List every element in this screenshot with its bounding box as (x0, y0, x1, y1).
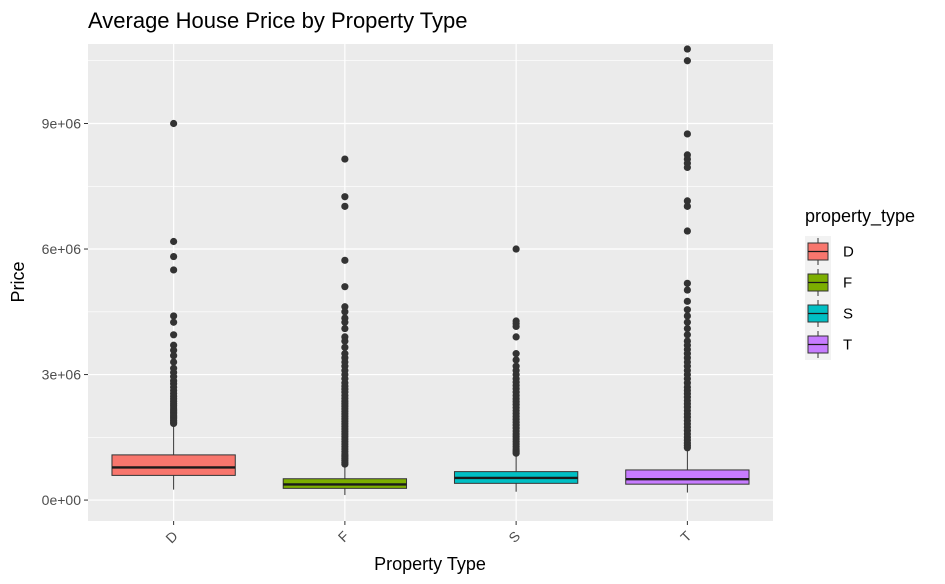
legend-label: T (843, 337, 852, 354)
box-F (282, 155, 408, 496)
outlier-point (683, 279, 691, 287)
outlier-point (512, 449, 520, 457)
outlier-point (683, 130, 691, 138)
outlier-point (341, 337, 349, 345)
outlier-point (683, 297, 691, 305)
outlier-point (683, 57, 691, 65)
box-T (625, 45, 750, 493)
outlier-point (341, 283, 349, 291)
outlier-point (341, 308, 349, 316)
outlier-point (683, 197, 691, 205)
outlier-point (512, 322, 520, 331)
x-tick-label: S (505, 528, 523, 546)
box-S (453, 245, 579, 492)
x-tick-label: D (162, 528, 180, 546)
outlier-point (341, 318, 349, 326)
outlier-point (341, 202, 349, 210)
outlier-point (341, 256, 349, 264)
outlier-point (683, 312, 691, 320)
outlier-point (341, 155, 349, 163)
outlier-point (683, 202, 691, 210)
outlier-point (341, 460, 349, 468)
box-iqr (111, 454, 236, 476)
outlier-point (683, 306, 691, 314)
outlier-point (170, 331, 178, 339)
box-D (111, 119, 236, 490)
y-axis-title: Price (8, 261, 28, 302)
outlier-point (683, 286, 691, 294)
outlier-point (170, 352, 178, 360)
y-tick-label: 0e+00 (42, 492, 82, 508)
legend-item-T: T (805, 329, 852, 360)
outlier-point (683, 331, 691, 339)
outlier-point (170, 237, 178, 246)
x-tick-label: T (677, 527, 695, 545)
outlier-point (512, 245, 520, 253)
y-tick-label: 3e+06 (42, 367, 82, 383)
outlier-point (683, 227, 691, 235)
chart-title: Average House Price by Property Type (88, 8, 468, 33)
legend-label: F (843, 275, 852, 292)
outlier-point (170, 312, 178, 320)
outlier-point (683, 444, 691, 452)
outlier-point (170, 358, 178, 366)
y-tick-label: 6e+06 (42, 241, 82, 257)
boxes (111, 45, 750, 496)
outlier-point (170, 266, 178, 274)
panel-background (88, 44, 773, 521)
outlier-point (341, 324, 349, 333)
outlier-point (170, 318, 178, 326)
outlier-point (512, 333, 520, 341)
x-tick-label: F (335, 528, 352, 545)
outlier-point (512, 356, 520, 364)
y-axis-ticks: 0e+00 3e+06 6e+06 9e+06 (42, 116, 88, 508)
legend-item-D: D (805, 236, 854, 267)
legend-title: property_type (805, 206, 915, 227)
x-axis-title: Property Type (374, 554, 486, 574)
outlier-point (512, 350, 520, 358)
legend-item-S: S (805, 298, 853, 329)
outlier-point (683, 163, 691, 172)
outlier-point (170, 341, 178, 349)
y-tick-label: 9e+06 (42, 116, 82, 132)
outlier-point (341, 303, 349, 311)
outlier-point (683, 324, 691, 333)
outlier-point (341, 343, 349, 351)
outlier-point (170, 252, 178, 261)
outlier-point (170, 119, 178, 128)
legend-label: S (843, 306, 853, 323)
plot-panel (88, 44, 773, 521)
outlier-point (341, 193, 349, 201)
legend-item-F: F (805, 267, 852, 298)
outlier-point (683, 45, 691, 53)
outlier-point (170, 346, 178, 354)
outlier-point (683, 318, 691, 326)
legend-label: D (843, 244, 854, 261)
box-iqr (625, 469, 750, 485)
outlier-point (170, 419, 178, 428)
